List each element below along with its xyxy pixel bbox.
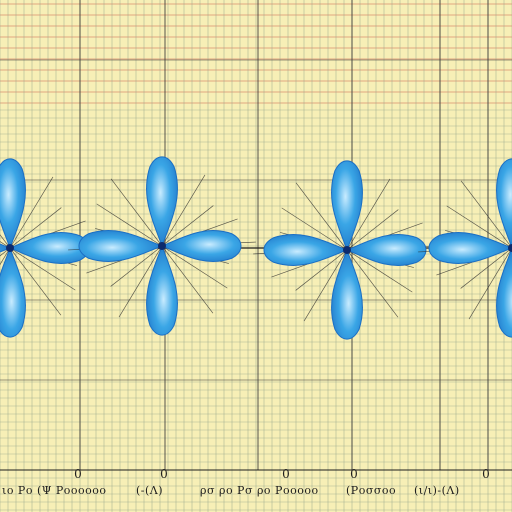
orbital-lobe	[347, 235, 426, 266]
nucleus-dot	[158, 242, 166, 250]
caption-4: (Ροσσοο	[346, 484, 396, 497]
orbital-lobe	[10, 233, 89, 264]
axis-marks: 0 0 0 0 0	[74, 467, 490, 481]
axis-mark: 0	[282, 467, 290, 481]
caption-1: ιο Ρο (Ψ Ροοοοοο	[2, 484, 107, 497]
axis-mark: 0	[160, 467, 168, 481]
orbital-lobe	[147, 157, 178, 246]
orbital-lobe	[429, 233, 512, 264]
orbital-lobe	[264, 235, 347, 266]
caption-5: (ι/ι)-(Λ)	[414, 484, 460, 497]
orbital-lobe	[147, 246, 178, 335]
nucleus-dot	[6, 244, 14, 252]
axis-mark: 0	[74, 467, 82, 481]
axis-mark: 0	[482, 467, 490, 481]
axis-mark: 0	[350, 467, 358, 481]
orbital-2	[253, 161, 441, 339]
orbital-lobe	[0, 159, 25, 248]
orbital-lobe	[0, 248, 25, 337]
orbital-lobe	[79, 231, 162, 262]
caption-3: ρσ ρο Ρσ ρο Ροοοοο	[200, 484, 319, 497]
caption-2: (-(Λ)	[136, 484, 163, 497]
nucleus-dot	[343, 246, 351, 254]
orbital-lobe	[162, 231, 241, 262]
